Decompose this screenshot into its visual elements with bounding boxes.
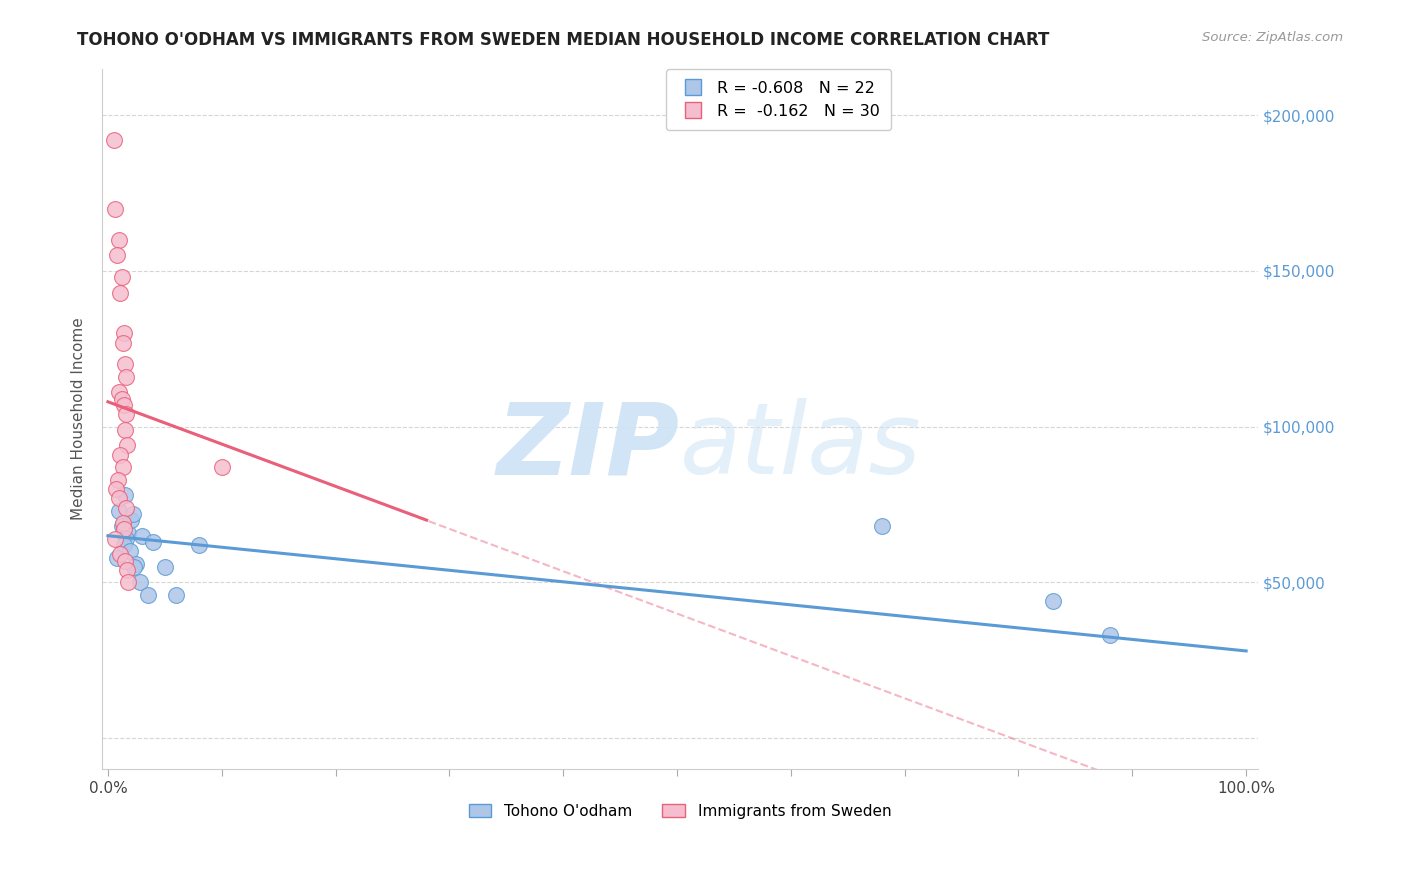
- Point: [114, 423, 136, 437]
- Point: [122, 507, 145, 521]
- Point: [115, 407, 138, 421]
- Point: [105, 550, 128, 565]
- Point: [114, 554, 136, 568]
- Point: [188, 538, 211, 552]
- Point: [111, 335, 134, 350]
- Point: [118, 544, 141, 558]
- Point: [110, 548, 132, 562]
- Point: [117, 575, 139, 590]
- Point: [211, 460, 233, 475]
- Point: [870, 519, 893, 533]
- Point: [153, 559, 176, 574]
- Text: TOHONO O'ODHAM VS IMMIGRANTS FROM SWEDEN MEDIAN HOUSEHOLD INCOME CORRELATION CHA: TOHONO O'ODHAM VS IMMIGRANTS FROM SWEDEN…: [77, 31, 1050, 49]
- Point: [115, 369, 138, 384]
- Point: [117, 525, 139, 540]
- Point: [115, 532, 138, 546]
- Point: [131, 529, 153, 543]
- Point: [110, 519, 132, 533]
- Point: [112, 398, 135, 412]
- Point: [117, 438, 139, 452]
- Point: [165, 588, 187, 602]
- Point: [120, 513, 142, 527]
- Y-axis label: Median Household Income: Median Household Income: [72, 318, 86, 520]
- Point: [122, 559, 145, 574]
- Point: [1042, 594, 1064, 608]
- Point: [125, 557, 148, 571]
- Point: [115, 500, 138, 515]
- Point: [104, 532, 127, 546]
- Point: [110, 285, 132, 300]
- Point: [1098, 628, 1121, 642]
- Point: [114, 358, 136, 372]
- Point: [108, 504, 131, 518]
- Point: [110, 392, 132, 406]
- Point: [117, 563, 139, 577]
- Text: Source: ZipAtlas.com: Source: ZipAtlas.com: [1202, 31, 1343, 45]
- Point: [111, 460, 134, 475]
- Point: [112, 523, 135, 537]
- Point: [142, 535, 165, 549]
- Legend: Tohono O'odham, Immigrants from Sweden: Tohono O'odham, Immigrants from Sweden: [463, 797, 897, 825]
- Point: [108, 233, 131, 247]
- Text: ZIP: ZIP: [496, 399, 681, 495]
- Point: [104, 202, 127, 216]
- Point: [114, 488, 136, 502]
- Point: [110, 448, 132, 462]
- Point: [136, 588, 159, 602]
- Point: [103, 133, 125, 147]
- Point: [128, 575, 150, 590]
- Text: atlas: atlas: [681, 399, 921, 495]
- Point: [107, 473, 129, 487]
- Point: [108, 491, 131, 506]
- Point: [108, 385, 131, 400]
- Point: [105, 248, 128, 262]
- Point: [112, 326, 135, 341]
- Point: [112, 538, 135, 552]
- Point: [110, 270, 132, 285]
- Point: [111, 516, 134, 531]
- Point: [104, 482, 127, 496]
